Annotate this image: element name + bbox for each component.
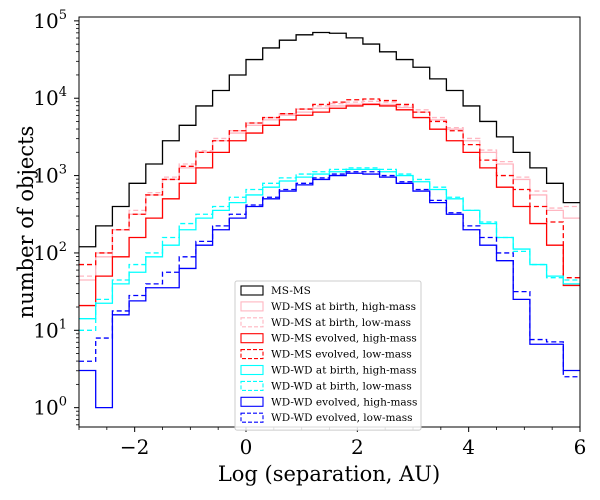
series-6-line bbox=[79, 167, 580, 331]
legend-swatch bbox=[240, 317, 264, 328]
x-tick-label: 4 bbox=[462, 435, 475, 459]
legend-entry-label: WD-WD evolved, high-mass bbox=[271, 396, 417, 408]
series-3-line bbox=[79, 103, 580, 307]
legend-swatch bbox=[240, 285, 264, 296]
legend-entry-label: WD-WD at birth, low-mass bbox=[271, 380, 412, 392]
legend-swatch bbox=[240, 364, 264, 376]
legend: MS-MS WD-MS at birth, high-mass WD-MS at b… bbox=[234, 280, 422, 431]
legend-entry-label: WD-MS evolved, low-mass bbox=[271, 349, 412, 361]
series-8-line bbox=[79, 171, 580, 378]
x-tick-label: 6 bbox=[574, 435, 587, 459]
y-tick-label: 103 bbox=[33, 163, 67, 188]
x-tick-label: 0 bbox=[240, 435, 253, 459]
legend-swatch bbox=[240, 380, 264, 391]
legend-swatch bbox=[240, 412, 264, 423]
y-tick-label: 100 bbox=[33, 395, 67, 420]
legend-entry-label: WD-WD at birth, high-mass bbox=[271, 365, 417, 377]
y-tick-label: 102 bbox=[33, 240, 67, 265]
series-4-line bbox=[79, 98, 580, 279]
legend-box bbox=[234, 280, 422, 431]
legend-entry-label: WD-MS at birth, high-mass bbox=[271, 301, 416, 313]
series-layer bbox=[79, 31, 580, 409]
ticks-layer: −2 0 2 4 6 100 101 102 103 104 105 bbox=[33, 8, 586, 459]
series-0-line bbox=[79, 31, 580, 248]
legend-entry-label: MS-MS bbox=[271, 285, 311, 297]
legend-swatch bbox=[240, 349, 264, 360]
x-tick-label: 2 bbox=[351, 435, 364, 459]
y-axis-label: number of objects bbox=[14, 126, 38, 319]
x-axis-label: Log (separation, AU) bbox=[218, 462, 440, 486]
y-tick-label: 105 bbox=[33, 8, 67, 33]
legend-entry-label: WD-MS evolved, high-mass bbox=[271, 333, 417, 345]
x-tick-label: −2 bbox=[120, 435, 149, 459]
y-tick-label: 101 bbox=[33, 317, 67, 342]
legend-swatch bbox=[240, 333, 264, 344]
legend-entry-label: WD-WD evolved, low-mass bbox=[271, 412, 413, 424]
y-tick-label: 104 bbox=[33, 85, 67, 110]
series-2-line bbox=[79, 100, 580, 277]
legend-swatch bbox=[240, 301, 264, 312]
legend-swatch bbox=[240, 396, 264, 407]
legend-entry-label: WD-MS at birth, low-mass bbox=[271, 317, 411, 329]
